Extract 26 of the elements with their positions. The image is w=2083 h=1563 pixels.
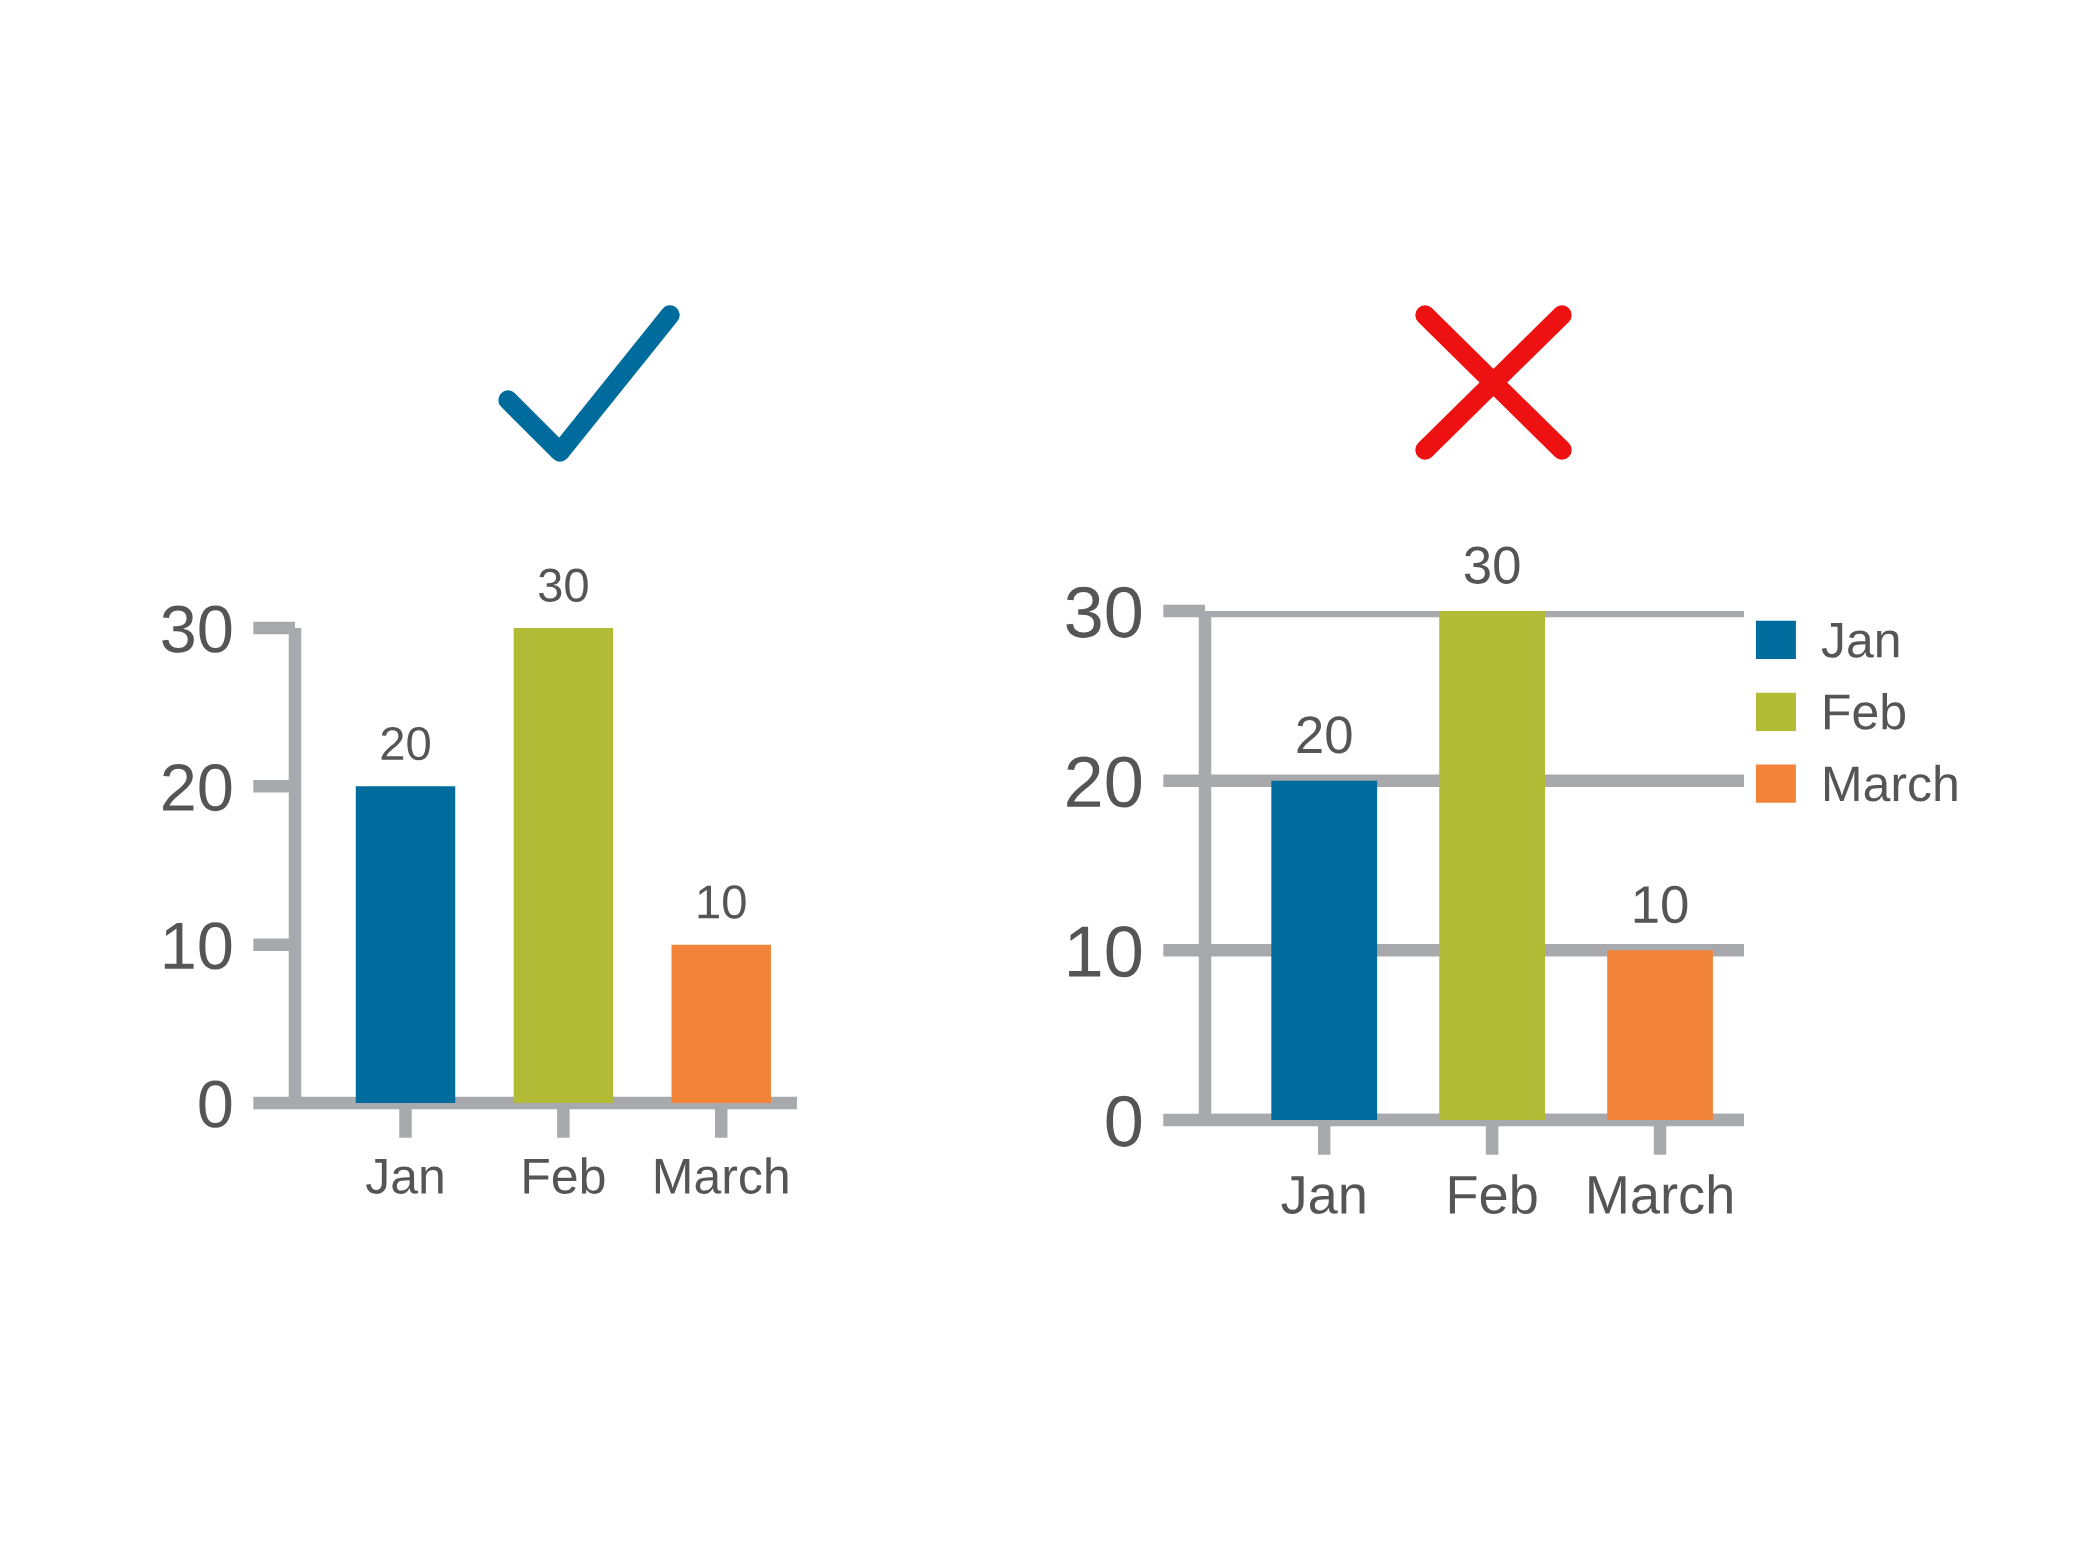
x-tick-label: March bbox=[655, 1157, 788, 1194]
x-tick-label: March bbox=[1589, 1174, 1732, 1214]
x-tick-label: Feb bbox=[1449, 1174, 1537, 1214]
x-tick-label: Feb bbox=[524, 1157, 605, 1194]
legend-label: Feb bbox=[1825, 692, 1905, 730]
data-label: 20 bbox=[381, 726, 430, 761]
bar bbox=[513, 628, 614, 1103]
bar bbox=[671, 944, 771, 1103]
y-tick-label: 30 bbox=[162, 605, 232, 653]
legend-label: Jan bbox=[1821, 622, 1899, 658]
y-tick-label: 10 bbox=[1069, 926, 1142, 978]
x-tick-label: Jan bbox=[1281, 1176, 1365, 1214]
data-label: 30 bbox=[1464, 546, 1520, 584]
y-tick-label: 30 bbox=[1066, 586, 1142, 638]
y-tick-label: 20 bbox=[1067, 756, 1142, 808]
data-label: 10 bbox=[698, 885, 746, 919]
data-label: 30 bbox=[538, 568, 588, 602]
x-tick-label: Jan bbox=[365, 1159, 443, 1194]
data-label: 10 bbox=[1634, 885, 1688, 924]
bar bbox=[355, 786, 456, 1103]
data-label: 20 bbox=[1297, 716, 1352, 754]
y-tick-label: 0 bbox=[199, 1080, 232, 1128]
legend-label: March bbox=[1825, 764, 1957, 802]
y-tick-label: 0 bbox=[1106, 1095, 1142, 1147]
y-tick-label: 20 bbox=[163, 763, 232, 812]
y-tick-label: 10 bbox=[164, 922, 232, 970]
